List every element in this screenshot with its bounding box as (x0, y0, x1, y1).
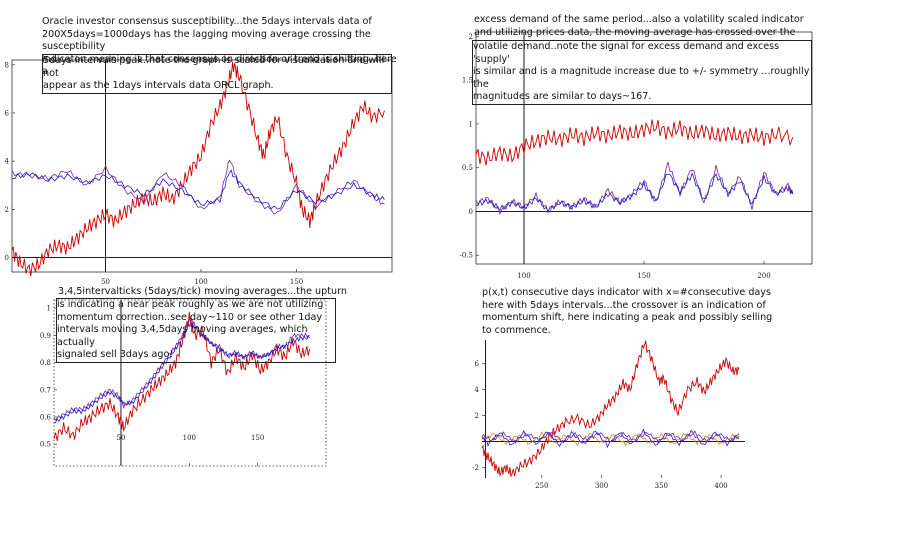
top-right-ytick-label: 2 (469, 33, 473, 41)
top-right-xtick-label: 200 (757, 272, 770, 280)
bottom-right-xtick-label: 250 (535, 482, 548, 490)
annotation-top-right: excess demand of the same period...also … (474, 14, 804, 38)
top-left-ytick-label: 6 (5, 110, 10, 118)
bottom-right-xtick-label: 350 (655, 482, 668, 490)
bottom-right-xtick-label: 400 (714, 482, 727, 490)
bottom-left-xtick-label: 150 (251, 434, 264, 442)
bottom-right-series-purple (481, 430, 740, 445)
top-left-ytick-label: 0 (5, 254, 9, 262)
annotation-bottom-left: 3,4,5intervalticks (5days/tick) moving a… (58, 286, 347, 297)
top-left-ytick-label: 4 (5, 158, 10, 166)
top-left-ytick-label: 8 (5, 61, 9, 69)
bottom-left-ytick-label: 0.8 (40, 359, 51, 367)
top-left-xtick-label: 50 (101, 278, 110, 286)
annotation-top-left-boxed: 5days intervals peak..note the graph is … (42, 54, 392, 94)
top-right-series-blue (475, 172, 794, 214)
top-right-ytick-label: 1.5 (462, 77, 473, 85)
bottom-left-ytick-label: 0.5 (40, 441, 51, 449)
top-right-xtick-label: 150 (637, 272, 650, 280)
top-right-ytick-label: 1 (469, 120, 473, 128)
top-right-xtick-label: 100 (517, 272, 530, 280)
bottom-left-ytick-label: 0.9 (40, 332, 51, 340)
bottom-right-ytick-label: -2 (472, 464, 479, 472)
top-right-ytick-label: -0.5 (460, 252, 474, 260)
bottom-right-series-orange (481, 431, 740, 447)
bottom-right-ytick-label: 2 (475, 412, 479, 420)
bottom-right-series-red (481, 340, 740, 478)
bottom-left-series-blue (53, 323, 310, 424)
top-right-ytick-label: 0 (469, 208, 473, 216)
bottom-left-ytick-label: 1 (47, 305, 51, 313)
annotation-top-right-boxed: volatile demand..note the signal for exc… (472, 40, 812, 105)
top-left-xtick-label: 100 (194, 278, 207, 286)
top-left-series-red (11, 61, 385, 277)
top-left-xtick-label: 150 (290, 278, 303, 286)
top-left-ytick-label: 2 (5, 206, 9, 214)
bottom-right-ytick-label: 6 (475, 360, 480, 368)
bottom-left-xtick-label: 100 (183, 434, 196, 442)
bottom-left-series-purple (53, 316, 310, 422)
annotation-top-left: Oracle investor consensus susceptibility… (42, 16, 397, 78)
top-left-frame (11, 59, 393, 273)
top-right-series-red (475, 119, 794, 166)
bottom-left-ytick-label: 0.6 (40, 414, 52, 422)
bottom-left-ytick-label: 0.7 (40, 386, 51, 394)
bottom-left-frame (53, 299, 327, 467)
top-left-series-blue (11, 169, 385, 210)
top-left-series-purple (11, 159, 385, 215)
bottom-right-ytick-label: 4 (475, 386, 480, 394)
bottom-right-xtick-label: 300 (595, 482, 608, 490)
annotation-bottom-right: p(x,t) consecutive days indicator with x… (482, 287, 773, 336)
annotation-bottom-left-boxed: is indicating a near peak roughly as we … (56, 298, 336, 363)
top-right-ytick-label: 0.5 (462, 164, 473, 172)
